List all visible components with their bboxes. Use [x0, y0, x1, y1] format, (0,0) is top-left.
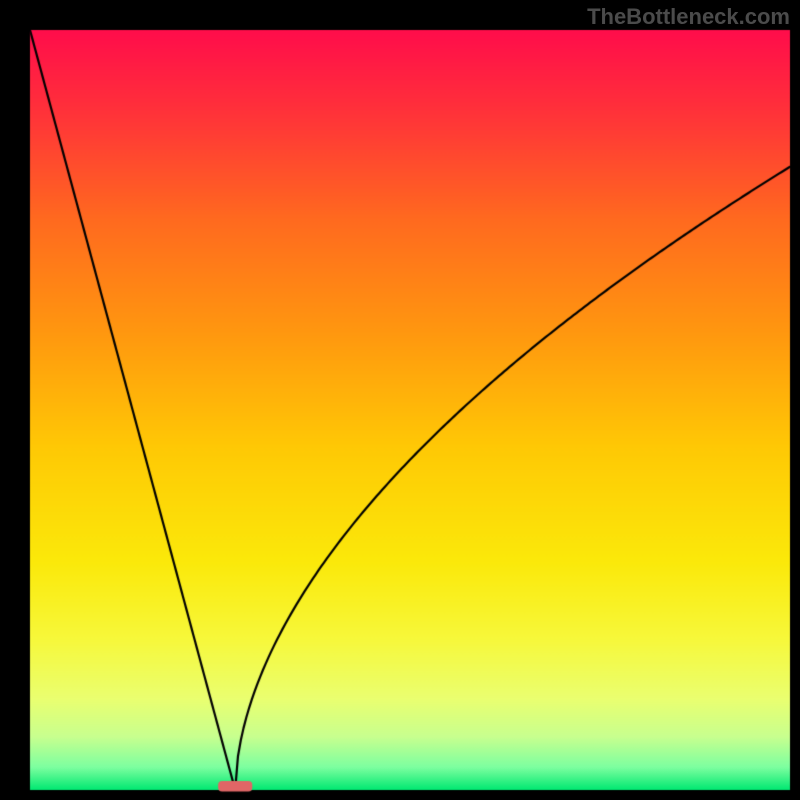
bottleneck-curve-canvas [0, 0, 800, 800]
source-watermark: TheBottleneck.com [587, 4, 790, 30]
chart-container: TheBottleneck.com [0, 0, 800, 800]
